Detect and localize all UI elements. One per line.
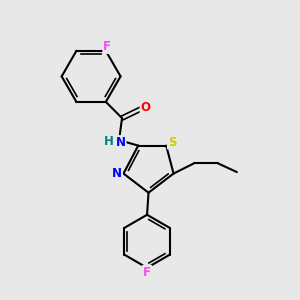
Text: O: O (141, 101, 151, 114)
Text: N: N (112, 167, 122, 180)
Text: F: F (103, 40, 111, 53)
Text: F: F (143, 266, 151, 279)
Text: H: H (104, 135, 114, 148)
Text: N: N (116, 136, 126, 149)
Text: S: S (168, 136, 176, 148)
